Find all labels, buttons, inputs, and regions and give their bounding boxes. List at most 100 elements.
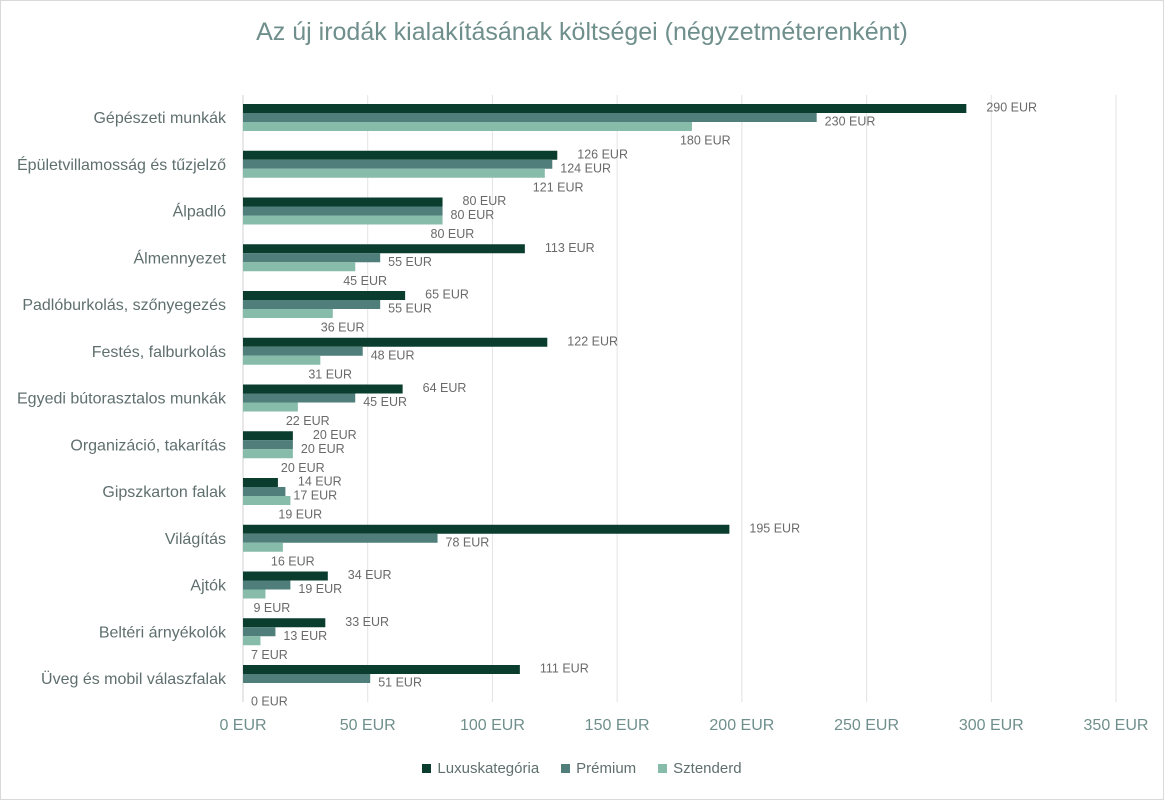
- bar: [243, 580, 291, 590]
- data-label: 48 EUR: [371, 348, 415, 362]
- category-label: Egyedi bútorasztalos munkák: [17, 391, 227, 408]
- data-label: 121 EUR: [533, 180, 584, 194]
- legend-swatch: [422, 764, 432, 773]
- bar: [243, 478, 278, 487]
- data-label: 55 EUR: [388, 302, 432, 316]
- legend-item: Luxuskategória: [422, 760, 539, 777]
- category-label: Gépészeti munkák: [93, 110, 227, 127]
- legend: Luxuskategória Prémium Sztenderd: [0, 760, 1164, 777]
- x-tick-label: 200 EUR: [709, 717, 774, 734]
- data-label: 33 EUR: [345, 615, 389, 629]
- data-label: 45 EUR: [363, 395, 407, 409]
- data-label: 45 EUR: [343, 274, 387, 288]
- category-label: Beltéri árnyékolók: [99, 624, 227, 641]
- x-tick-label: 50 EUR: [340, 717, 396, 734]
- data-label: 13 EUR: [283, 629, 327, 643]
- bar: [243, 618, 326, 628]
- bar: [243, 159, 553, 169]
- data-label: 31 EUR: [308, 367, 352, 381]
- bar: [243, 346, 363, 356]
- bar: [243, 168, 545, 178]
- bar: [243, 150, 558, 160]
- data-label: 0 EUR: [251, 695, 288, 709]
- data-label: 122 EUR: [567, 334, 618, 348]
- bar: [243, 542, 283, 552]
- x-tick-label: 0 EUR: [219, 717, 266, 734]
- bar: [243, 337, 548, 347]
- bar: [243, 589, 266, 599]
- data-label: 19 EUR: [278, 508, 322, 522]
- data-label: 290 EUR: [986, 101, 1037, 115]
- bar: [243, 524, 730, 534]
- category-label: Világítás: [165, 531, 226, 548]
- data-label: 17 EUR: [293, 489, 337, 503]
- data-label: 64 EUR: [423, 381, 467, 395]
- bar: [243, 393, 356, 403]
- bar: [243, 300, 381, 309]
- legend-label: Luxuskategória: [437, 760, 540, 777]
- bar: [243, 665, 520, 674]
- bar: [243, 262, 356, 272]
- data-label: 80 EUR: [463, 194, 507, 208]
- bar: [243, 496, 291, 505]
- bar: [243, 206, 443, 216]
- data-label: 36 EUR: [321, 321, 365, 335]
- bar: [243, 384, 403, 394]
- bar: [243, 197, 443, 207]
- x-tick-label: 250 EUR: [834, 717, 899, 734]
- data-label: 124 EUR: [560, 161, 611, 175]
- data-label: 19 EUR: [298, 582, 342, 596]
- bar: [243, 674, 371, 683]
- bar: [243, 355, 321, 365]
- legend-label: Sztenderd: [673, 760, 742, 777]
- bar: [243, 402, 298, 412]
- data-label: 180 EUR: [680, 134, 731, 148]
- x-tick-label: 300 EUR: [959, 717, 1024, 734]
- data-label: 7 EUR: [251, 648, 288, 662]
- bar: [243, 571, 328, 581]
- category-label: Álpadló: [173, 202, 226, 221]
- category-label: Üveg és mobil válaszfalak: [41, 670, 227, 688]
- bar: [243, 122, 692, 131]
- bar: [243, 309, 333, 318]
- category-label: Épületvillamosság és tűzjelző: [17, 155, 226, 174]
- data-label: 126 EUR: [577, 147, 628, 161]
- data-label: 80 EUR: [431, 227, 475, 241]
- category-label: Organizáció, takarítás: [70, 437, 226, 454]
- bar: [243, 113, 817, 122]
- data-label: 111 EUR: [540, 662, 589, 676]
- bar: [243, 533, 438, 543]
- category-label: Padlóburkolás, szőnyegezés: [22, 297, 226, 314]
- x-tick-label: 150 EUR: [585, 717, 650, 734]
- category-label: Álmennyezet: [134, 248, 227, 267]
- bar: [243, 215, 443, 225]
- bar: [243, 244, 525, 254]
- data-label: 113 EUR: [545, 241, 595, 255]
- legend-item: Sztenderd: [658, 760, 742, 777]
- bar: [243, 627, 276, 637]
- category-label: Festés, falburkolás: [92, 344, 226, 361]
- bar: [243, 449, 293, 459]
- bar: [243, 636, 261, 646]
- category-label: Gipszkarton falak: [102, 484, 227, 501]
- data-label: 80 EUR: [451, 208, 495, 222]
- bar: [243, 431, 293, 441]
- data-label: 9 EUR: [253, 601, 290, 615]
- legend-swatch: [658, 764, 668, 773]
- data-label: 55 EUR: [388, 255, 432, 269]
- legend-item: Prémium: [561, 760, 636, 777]
- data-label: 65 EUR: [425, 288, 469, 302]
- data-label: 20 EUR: [313, 428, 357, 442]
- x-tick-label: 100 EUR: [460, 717, 525, 734]
- legend-label: Prémium: [576, 760, 637, 777]
- data-label: 20 EUR: [301, 442, 345, 456]
- chart-title: Az új irodák kialakításának költségei (n…: [256, 18, 908, 46]
- bar: [243, 291, 406, 300]
- data-label: 34 EUR: [348, 568, 392, 582]
- bar: [243, 253, 381, 263]
- bar: [243, 440, 293, 450]
- legend-swatch: [561, 764, 571, 773]
- bar: [243, 104, 967, 113]
- data-label: 78 EUR: [446, 535, 490, 549]
